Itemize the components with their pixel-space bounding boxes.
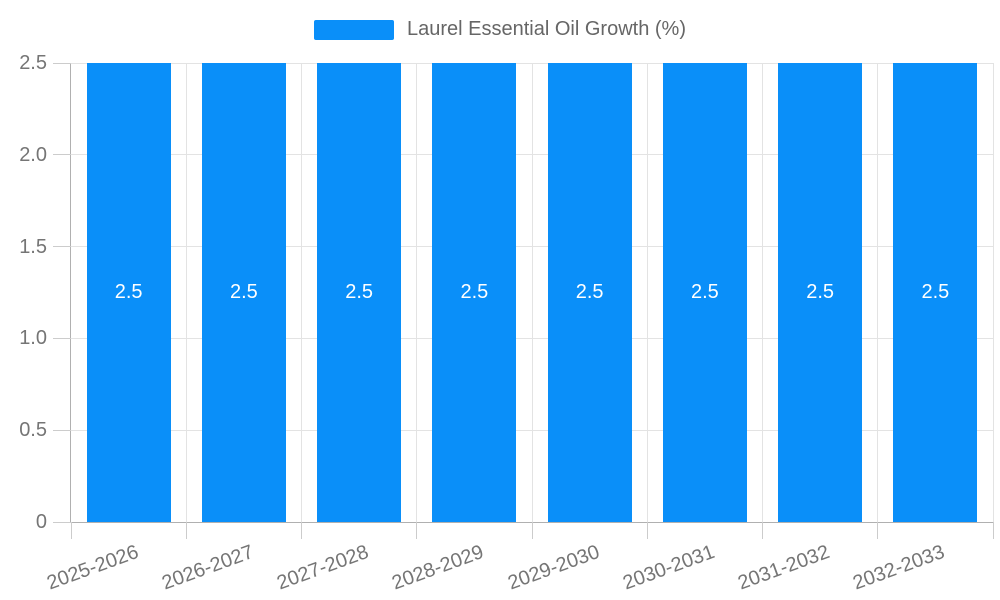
bar-value-label: 2.5 [345, 280, 374, 303]
bar[interactable]: 2.5 [201, 63, 286, 522]
x-tick-mark [877, 522, 879, 539]
y-tick-label: 0 [35, 511, 47, 533]
x-tick-mark [301, 522, 302, 539]
bar[interactable]: 2.5 [662, 63, 747, 522]
bar-value-label: 2.5 [921, 280, 950, 303]
bar[interactable]: 2.5 [86, 63, 171, 522]
bar[interactable]: 2.5 [893, 63, 978, 522]
x-tick-mark [416, 522, 418, 539]
y-tick-mark [53, 337, 71, 339]
gridline-vertical [301, 63, 302, 522]
x-tick-mark [762, 522, 763, 539]
y-tick-label: 2.5 [19, 52, 47, 74]
bar-value-label: 2.5 [806, 280, 835, 303]
bar-value-label: 2.5 [460, 280, 489, 303]
gridline-vertical [762, 63, 763, 522]
y-tick-mark [53, 521, 71, 523]
y-tick-label: 2.0 [19, 143, 47, 166]
x-tick-mark [70, 522, 72, 539]
bar-value-label: 2.5 [575, 280, 604, 303]
y-tick-label: 0.5 [19, 419, 47, 442]
y-tick-mark [53, 246, 71, 248]
bar-value-label: 2.5 [690, 280, 719, 303]
bar[interactable]: 2.5 [432, 63, 517, 522]
y-tick-mark [53, 62, 71, 64]
legend: Laurel Essential Oil Growth (%) [0, 18, 1000, 41]
legend-label: Laurel Essential Oil Growth (%) [407, 18, 686, 40]
bar-value-label: 2.5 [114, 280, 143, 303]
bar[interactable]: 2.5 [547, 63, 632, 522]
y-tick-mark [53, 429, 71, 431]
gridline-vertical [877, 63, 879, 522]
x-tick-mark [185, 522, 187, 539]
gridline-vertical [185, 63, 187, 522]
legend-item[interactable]: Laurel Essential Oil Growth (%) [314, 18, 686, 41]
plot-area: 2.5 2.5 2.5 2.5 2.5 2.5 2.5 2.5 0 0.5 1.0 1.5 2.0 2.… [19, 52, 994, 594]
x-tick-mark [646, 522, 648, 539]
y-tick-label: 1.0 [19, 327, 47, 350]
gridline-vertical [646, 63, 648, 522]
gridline-vertical [992, 63, 994, 522]
bar[interactable]: 2.5 [778, 63, 863, 522]
legend-swatch-icon [314, 19, 394, 40]
bar-value-label: 2.5 [229, 280, 258, 303]
bar[interactable]: 2.5 [317, 63, 402, 522]
x-tick-mark [992, 522, 994, 539]
x-tick-mark [531, 522, 533, 539]
gridline-vertical [416, 63, 418, 522]
y-tick-label: 1.5 [19, 235, 47, 258]
gridline-vertical [531, 63, 533, 522]
y-tick-mark [53, 154, 71, 156]
